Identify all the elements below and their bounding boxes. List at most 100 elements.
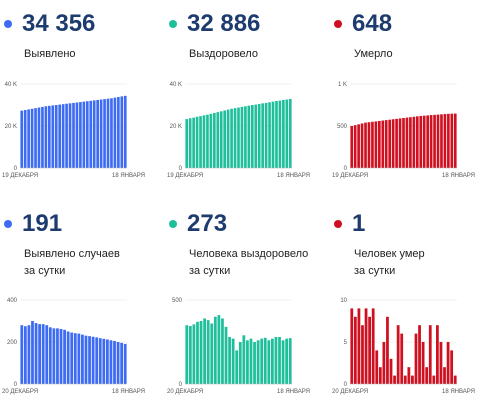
chart-bar: [99, 99, 103, 168]
chart-svg: 0 500 20 ДЕКАБРЯ 18 ЯНВАРЯ: [167, 298, 310, 395]
chart-bar: [384, 120, 388, 168]
chart-bar: [443, 114, 447, 168]
chart-bar: [382, 342, 386, 384]
y-tick-label: 40 K: [170, 82, 182, 88]
chart-bar: [440, 114, 443, 168]
chart-bar: [72, 102, 75, 168]
chart-bar: [250, 105, 254, 168]
chart-bar: [278, 336, 281, 384]
chart-bar: [202, 115, 206, 168]
y-tick-label: 0: [14, 166, 18, 172]
stat-value: 34 356: [22, 10, 96, 37]
chart-bar: [371, 308, 375, 384]
chart-bar: [230, 108, 233, 168]
stat-card-daily-recovered: 273 Человека выздоровело за сутки 0 500 20…: [165, 210, 320, 405]
series-dot: [4, 20, 12, 28]
chart-bar: [256, 340, 260, 384]
chart-bar: [63, 329, 66, 384]
y-tick-label: 20 K: [170, 124, 182, 130]
chart-bar: [91, 336, 95, 384]
stat-value: 32 886: [187, 10, 261, 37]
chart-bar: [113, 97, 117, 168]
chart-bar: [285, 338, 289, 384]
chart-bar: [393, 375, 396, 384]
chart-bar: [453, 375, 457, 384]
x-tick-label-end: 18 ЯНВАРЯ: [112, 173, 145, 179]
chart-bar: [418, 325, 421, 384]
x-tick-label-start: 19 ДЕКАБРЯ: [167, 173, 203, 179]
bar-chart-total-deaths: 0 500 1 K 19 ДЕКАБРЯ 18 ЯНВАРЯ: [330, 78, 480, 188]
chart-bar: [206, 320, 210, 384]
chart-bar: [89, 100, 93, 168]
chart-bar: [196, 321, 199, 384]
stat-value: 1: [352, 210, 366, 237]
chart-bar: [192, 117, 195, 168]
stat-label: Умерло: [354, 48, 393, 60]
stat-label-line2: за сутки: [24, 265, 66, 277]
chart-bar: [263, 337, 267, 384]
chart-bar: [192, 324, 196, 384]
chart-bar: [421, 342, 425, 384]
chart-bar: [199, 116, 202, 168]
chart-bar: [73, 333, 77, 384]
bar-chart-total-recovered: 0 20 K 40 K 19 ДЕКАБРЯ 18 ЯНВАРЯ: [165, 78, 315, 188]
chart-bar: [350, 308, 354, 384]
chart-bar: [209, 113, 213, 168]
chart-bar: [361, 325, 364, 384]
chart-bar: [242, 335, 246, 384]
stat-card-recovered: 32 886 Выздоровело 0 20 K 40 K 19 ДЕКАБРЯ 18…: [165, 10, 320, 205]
chart-bar: [353, 125, 357, 168]
chart-bar: [415, 116, 419, 168]
chart-bar: [188, 118, 192, 168]
chart-bar: [375, 350, 379, 384]
chart-bar: [56, 328, 59, 384]
y-tick-label: 0: [344, 382, 348, 388]
chart-bar: [414, 333, 418, 384]
chart-bar: [20, 110, 24, 168]
chart-bar: [425, 367, 429, 384]
chart-bar: [23, 110, 27, 168]
chart-bar: [288, 98, 292, 168]
chart-bar: [378, 367, 382, 384]
chart-bar: [70, 332, 74, 384]
chart-bar: [217, 315, 221, 384]
chart-bar: [116, 342, 120, 384]
chart-bar: [288, 338, 292, 384]
stat-label: Выздоровело: [189, 48, 258, 60]
chart-bar: [235, 350, 239, 384]
chart-svg: 0 200 400 20 ДЕКАБРЯ 18 ЯНВАРЯ: [2, 298, 145, 395]
chart-bar: [407, 367, 411, 384]
y-tick-label: 500: [172, 298, 183, 304]
x-tick-label-end: 18 ЯНВАРЯ: [277, 173, 310, 179]
chart-bar: [395, 118, 398, 168]
chart-bar: [246, 340, 249, 384]
chart-bar: [110, 98, 113, 168]
chart-bar: [253, 342, 256, 384]
chart-bar: [439, 342, 443, 384]
chart-bar: [357, 124, 360, 168]
chart-bar: [368, 316, 371, 384]
stat-label-line2: за сутки: [189, 265, 231, 277]
chart-bar: [84, 335, 88, 384]
chart-bar: [429, 115, 433, 168]
chart-bar: [185, 325, 189, 384]
chart-bar: [123, 343, 127, 384]
chart-bar: [443, 367, 446, 384]
chart-bar: [378, 120, 381, 168]
x-tick-label-start: 20 ДЕКАБРЯ: [2, 389, 38, 395]
chart-bar: [405, 117, 409, 168]
x-tick-label-end: 18 ЯНВАРЯ: [277, 389, 310, 395]
series-dot: [169, 220, 177, 228]
chart-bar: [411, 375, 414, 384]
chart-bar: [81, 334, 84, 384]
chart-bar: [45, 325, 49, 384]
series-dot: [169, 20, 177, 28]
chart-bar: [398, 118, 402, 168]
chart-bar: [402, 118, 405, 168]
chart-bar: [254, 104, 258, 168]
chart-bar: [264, 102, 268, 168]
x-tick-label-end: 18 ЯНВАРЯ: [112, 389, 145, 395]
chart-bar: [199, 321, 203, 384]
chart-bar: [210, 323, 214, 384]
chart-bar: [281, 340, 285, 384]
